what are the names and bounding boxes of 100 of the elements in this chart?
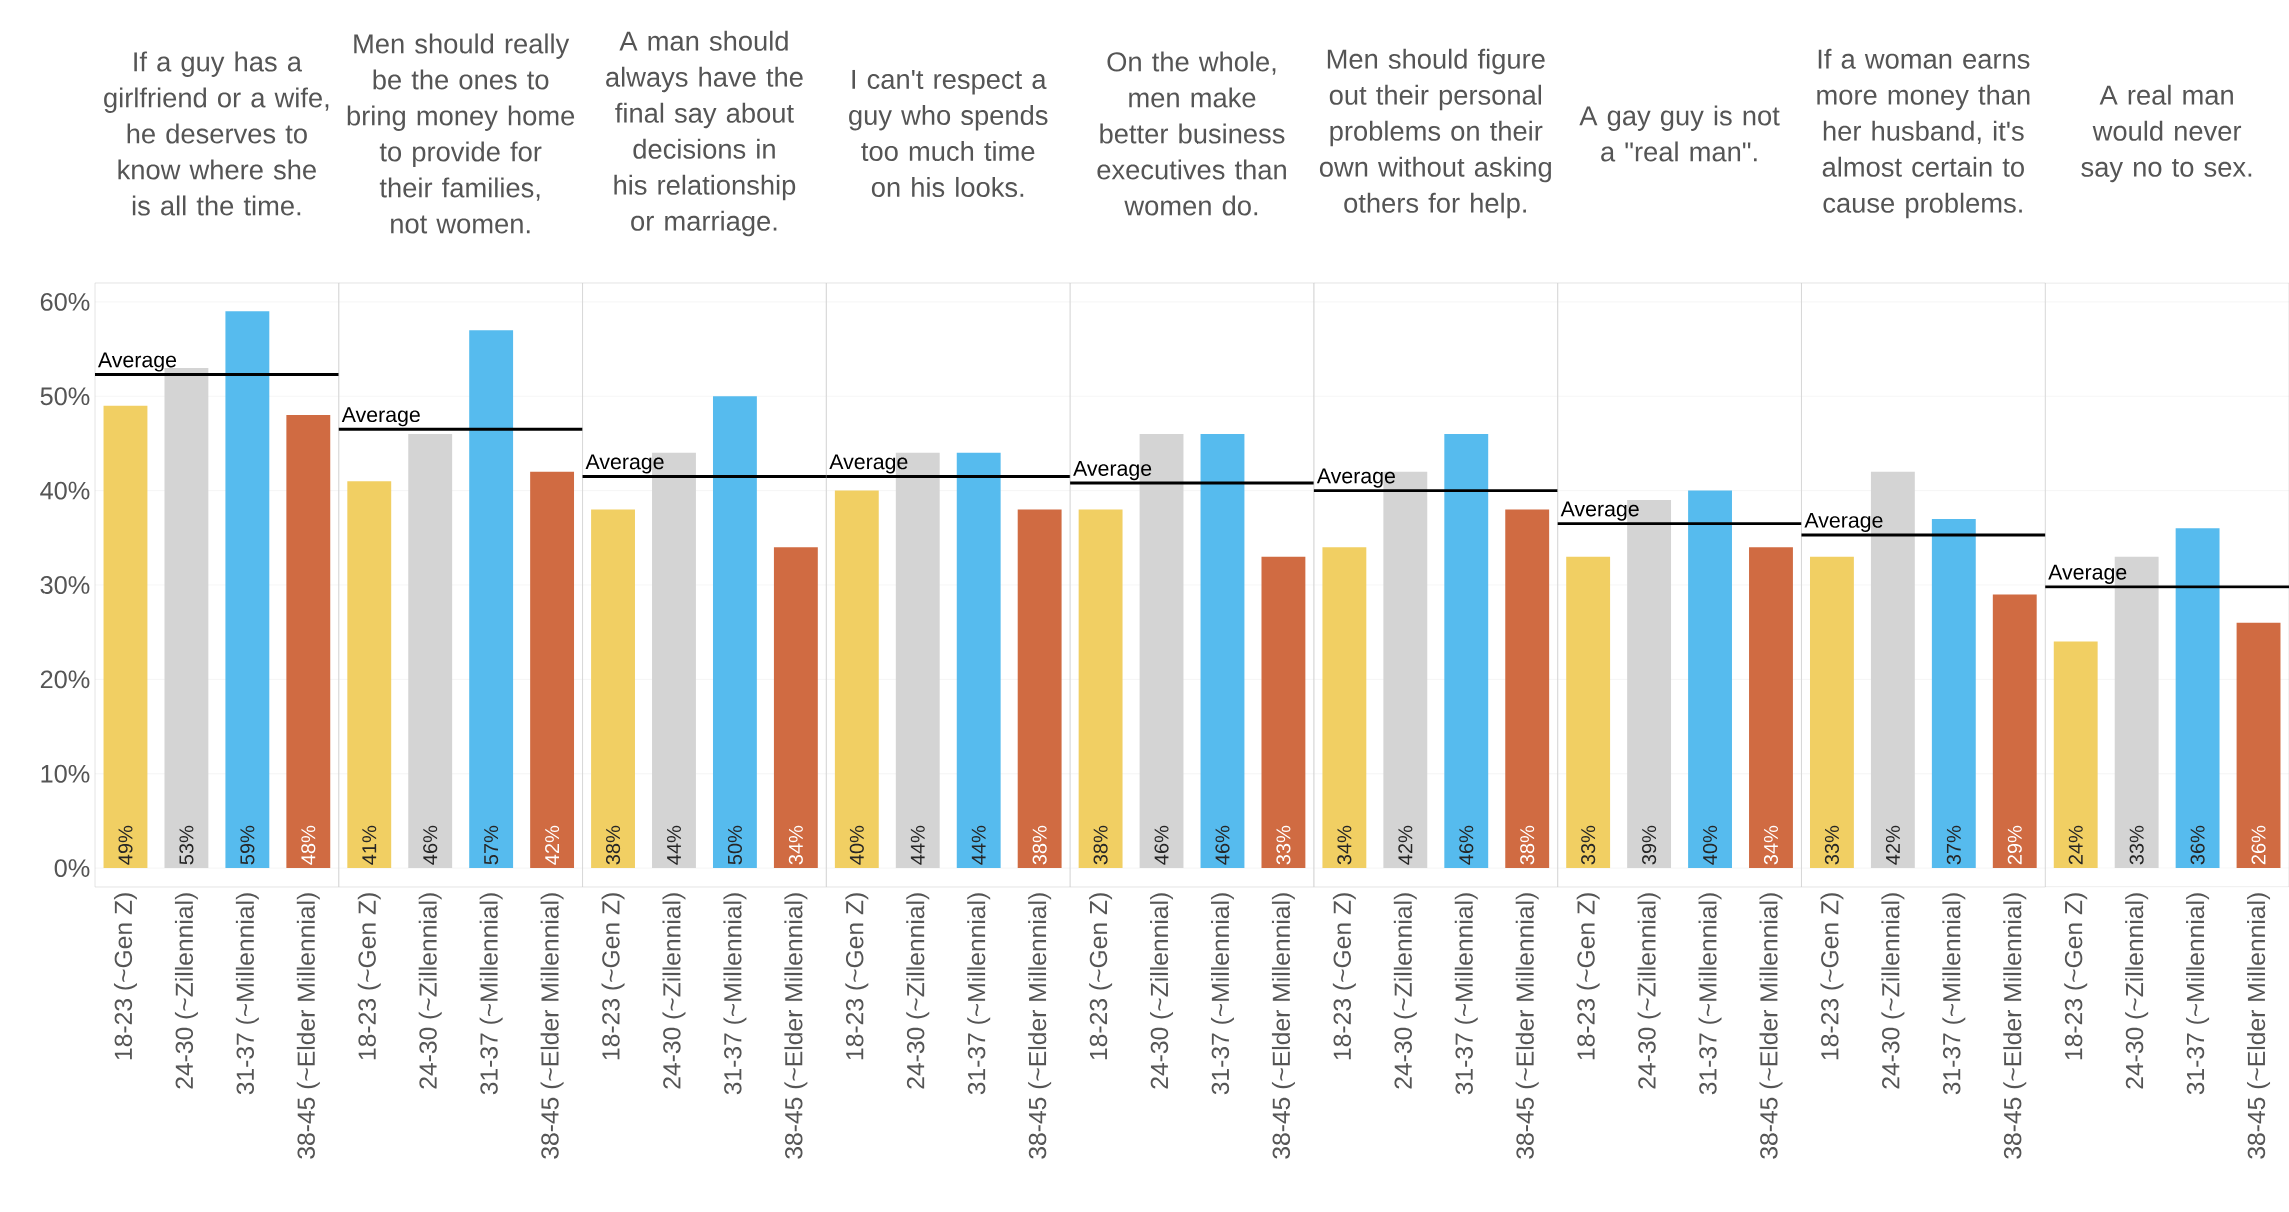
bar [103, 405, 148, 869]
x-tick-label: 38-45 (~Elder Millennial) [2247, 893, 2271, 1159]
bar [1992, 594, 2037, 869]
ref-line-label: Average [1804, 512, 1883, 533]
x-tick-label: 24-30 (~Zillennial) [1881, 893, 1905, 1089]
chart-title: Men should really be the ones to bring money home to provide for their families, not women. [347, 33, 575, 234]
x-tick-label: 31-37 (~Millennial) [1210, 893, 1234, 1095]
data-label: 38% [1093, 825, 1108, 865]
data-label: 38% [1520, 825, 1535, 865]
bar [469, 330, 514, 869]
x-tick-label: 18-23 (~Gen Z) [1332, 893, 1356, 1060]
x-tick-label: 31-37 (~Millennial) [723, 893, 747, 1095]
chart-title: If a guy has a girlfriend or a wife, he deserves to know where she is all the time. [104, 51, 329, 216]
x-tick-label: 18-23 (~Gen Z) [2064, 893, 2088, 1060]
bar [1931, 518, 1976, 869]
ref-line-label: Average [585, 454, 664, 474]
x-tick-label: 18-23 (~Gen Z) [357, 893, 381, 1060]
x-tick-label: 38-45 (~Elder Millennial) [296, 893, 320, 1159]
x-tick-label: 38-45 (~Elder Millennial) [1028, 893, 1052, 1159]
data-label: 41% [362, 825, 377, 865]
data-label: 33% [1276, 825, 1291, 865]
data-label: 33% [2129, 825, 2144, 865]
bar [712, 396, 757, 869]
data-label: 33% [1581, 825, 1596, 865]
chart-title: A gay guy is not a "real man". [1579, 105, 1780, 162]
data-label: 33% [1824, 825, 1839, 865]
x-tick-label: 18-23 (~Gen Z) [845, 893, 869, 1060]
bar [408, 433, 453, 869]
bar [286, 415, 331, 869]
bar [1688, 490, 1732, 869]
data-label: 48% [301, 825, 316, 865]
ref-line-label: Average [2048, 564, 2127, 584]
data-label: 34% [788, 825, 803, 865]
y-tick-label: 50% [40, 387, 90, 406]
bar [1505, 509, 1550, 869]
data-label: 34% [1337, 825, 1352, 865]
y-tick-label: 40% [40, 481, 90, 500]
x-tick-label: 38-45 (~Elder Millennial) [1759, 893, 1783, 1159]
data-label: 42% [1885, 825, 1900, 865]
x-tick-label: 38-45 (~Elder Millennial) [540, 893, 564, 1159]
chart-title: If a woman earns more money than her husband, it's almost certain to cause problems. [1817, 48, 2030, 219]
data-label: 26% [2251, 825, 2266, 865]
x-tick-label: 38-45 (~Elder Millennial) [2003, 893, 2027, 1159]
x-tick-label: 18-23 (~Gen Z) [1820, 893, 1844, 1060]
bar [2053, 641, 2098, 869]
y-tick-label: 30% [40, 576, 90, 594]
bar [1444, 433, 1489, 869]
bar [530, 471, 575, 869]
x-tick-label: 24-30 (~Zillennial) [662, 893, 686, 1089]
data-label: 38% [605, 825, 621, 865]
x-tick-label: 38-45 (~Elder Millennial) [1271, 893, 1295, 1159]
data-label: 37% [1946, 825, 1961, 865]
ref-line-label: Average [1073, 461, 1152, 481]
y-tick-label: 0% [54, 859, 90, 878]
x-tick-label: 24-30 (~Zillennial) [1393, 893, 1417, 1089]
x-tick-label: 18-23 (~Gen Z) [113, 893, 137, 1060]
ref-line-label: Average [341, 407, 420, 427]
data-label: 34% [1763, 825, 1779, 865]
x-tick-label: 24-30 (~Zillennial) [418, 893, 442, 1089]
bar [591, 509, 635, 869]
ref-line-label: Average [829, 454, 908, 474]
bar [225, 311, 270, 869]
data-label: 39% [1642, 825, 1657, 865]
y-tick-label: 60% [40, 292, 90, 311]
data-label: 50% [727, 825, 742, 865]
chart-title: On the whole, men make better business executives than women do. [1097, 51, 1286, 216]
data-label: 53% [179, 825, 194, 865]
data-label: 57% [484, 825, 499, 865]
x-tick-label: 24-30 (~Zillennial) [1150, 893, 1174, 1089]
x-tick-label: 31-37 (~Millennial) [2186, 893, 2210, 1095]
x-tick-label: 38-45 (~Elder Millennial) [1515, 893, 1539, 1159]
data-label: 24% [2068, 825, 2083, 865]
bar [347, 481, 392, 869]
x-tick-label: 31-37 (~Millennial) [235, 893, 259, 1095]
data-label: 42% [1398, 825, 1413, 865]
data-label: 44% [667, 825, 681, 865]
x-tick-label: 18-23 (~Gen Z) [1089, 893, 1113, 1060]
data-label: 46% [423, 825, 438, 865]
x-tick-label: 18-23 (~Gen Z) [1576, 893, 1600, 1060]
data-label: 46% [1154, 825, 1169, 865]
chart-title: Men should figure out their personal problems on their own without asking others for help. [1319, 48, 1551, 219]
chart-title: A man should always have the final say about decisions in his relationship or marriage. [606, 30, 803, 237]
bar [1749, 547, 1793, 869]
data-label: 40% [1702, 825, 1718, 865]
data-label: 29% [2007, 825, 2022, 865]
data-label: 44% [910, 825, 925, 865]
bar [1566, 556, 1611, 869]
x-tick-label: 24-30 (~Zillennial) [174, 893, 198, 1089]
ref-line-label: Average [1316, 468, 1395, 488]
x-tick-label: 18-23 (~Gen Z) [601, 893, 625, 1060]
bar [2236, 622, 2281, 869]
data-label: 49% [118, 825, 133, 865]
chart-title: I can't respect a guy who spends too much time on his looks. [849, 69, 1048, 198]
data-label: 42% [545, 825, 560, 865]
data-label: 38% [1032, 825, 1047, 865]
x-tick-label: 31-37 (~Millennial) [1698, 893, 1722, 1095]
data-label: 44% [971, 825, 986, 865]
x-tick-label: 31-37 (~Millennial) [967, 893, 991, 1095]
x-tick-label: 31-37 (~Millennial) [479, 893, 503, 1095]
bar [773, 547, 818, 869]
